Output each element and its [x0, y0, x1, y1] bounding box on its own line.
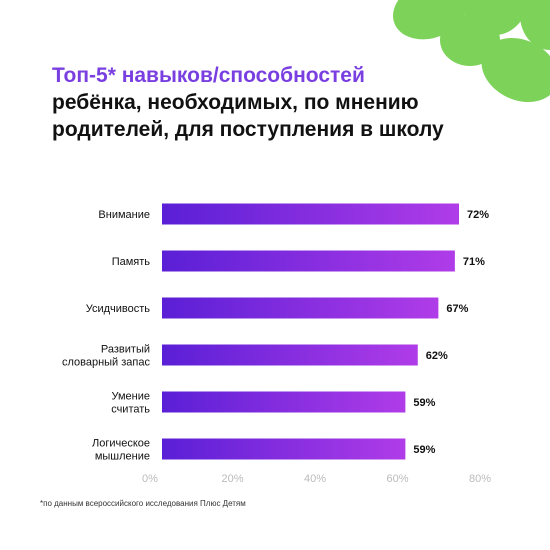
x-tick-label-2: 40% [304, 473, 326, 485]
category-label-4: Умение считать [111, 391, 150, 416]
title-highlight: Топ-5* навыков/способностей [52, 64, 365, 87]
category-label-2: Усидчивость [86, 303, 151, 315]
value-label-0: 72% [467, 209, 489, 221]
value-label-2: 67% [446, 303, 468, 315]
x-tick-label-4: 80% [469, 473, 491, 485]
x-tick-label-0: 0% [142, 473, 158, 485]
chart-title: Топ-5* навыков/способностей ребёнка, нео… [52, 62, 472, 143]
bar-5 [162, 438, 406, 460]
bar-1 [162, 250, 455, 272]
category-label-1: Память [112, 256, 151, 268]
bar-3 [162, 344, 418, 366]
x-tick-label-3: 60% [386, 473, 408, 485]
value-label-5: 59% [413, 444, 435, 456]
value-label-1: 71% [463, 256, 485, 268]
value-label-3: 62% [426, 350, 448, 362]
bar-0 [162, 203, 459, 225]
category-label-0: Внимание [98, 209, 150, 221]
footnote: *по данным всероссийского исследования П… [40, 499, 246, 508]
category-label-3: Развитый словарный запас [62, 344, 151, 369]
title-rest: ребёнка, необходимых, по мнению родителе… [52, 91, 444, 141]
bar-4 [162, 391, 406, 413]
bar-2 [162, 297, 439, 319]
x-tick-label-1: 20% [221, 473, 243, 485]
category-label-5: Логическое мышление [92, 438, 150, 463]
value-label-4: 59% [413, 397, 435, 409]
